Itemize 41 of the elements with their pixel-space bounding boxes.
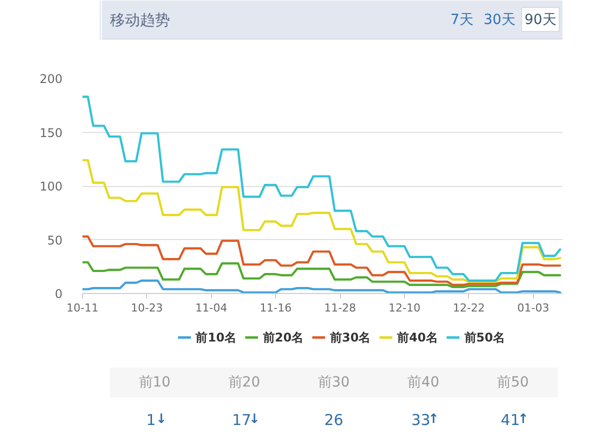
- y-tick-label: 50: [47, 233, 63, 248]
- x-tick-label: 11-04: [195, 302, 228, 314]
- x-tick-label: 12-22: [452, 302, 485, 314]
- line-series: [82, 235, 562, 286]
- text: ↓: [249, 412, 260, 427]
- line-series: [82, 280, 562, 294]
- line-series: [82, 261, 562, 288]
- x-tick-label: 12-10: [388, 302, 420, 314]
- text: 7天: [450, 12, 474, 28]
- text: 30天: [484, 12, 516, 28]
- y-tick-label: 100: [40, 180, 62, 194]
- x-tick-label: 10-11: [66, 302, 98, 314]
- data-label: 1: [146, 411, 156, 429]
- legend-label: 前20名: [262, 330, 304, 344]
- text: ↓: [156, 412, 167, 427]
- category-label: 前30: [318, 374, 350, 390]
- data-label: 17: [232, 411, 252, 429]
- line-series: [82, 96, 562, 282]
- x-tick-label: 11-16: [260, 302, 292, 314]
- y-tick-label: 200: [40, 72, 62, 86]
- legend-label: 前10名: [194, 330, 236, 344]
- chart-title: 移动趋势: [110, 11, 170, 29]
- text: ↑: [428, 412, 440, 427]
- category-label: 前10: [138, 374, 171, 390]
- x-tick-label: 10-23: [130, 302, 163, 314]
- data-label: 26: [324, 411, 344, 429]
- y-tick-label: 150: [40, 126, 62, 140]
- x-tick-label: 11-28: [324, 302, 356, 314]
- text: 90天: [524, 12, 556, 28]
- category-label: 前20: [228, 374, 260, 390]
- data-label: 41: [500, 411, 520, 429]
- x-tick-label: 01-03: [517, 302, 550, 314]
- legend-label: 前50名: [463, 330, 505, 344]
- legend-label: 前30名: [329, 330, 371, 344]
- text: ↑: [518, 412, 529, 427]
- category-label: 前40: [407, 374, 440, 390]
- line-series: [82, 159, 562, 283]
- legend-label: 前40名: [396, 330, 438, 344]
- category-label: 前50: [496, 374, 529, 390]
- data-label: 33: [411, 411, 430, 429]
- y-tick-label: 0: [54, 287, 63, 301]
